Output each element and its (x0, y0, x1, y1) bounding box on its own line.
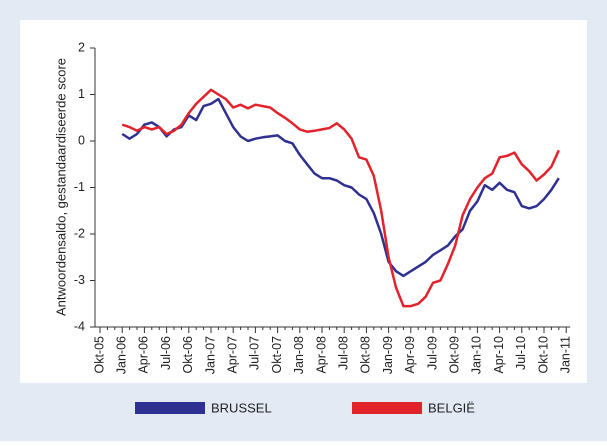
x-tick-label: Jan-11 (558, 336, 572, 373)
y-axis-title: Antwoordensaldo, gestandaardiseerde scor… (53, 58, 68, 316)
y-tick-label: -3 (74, 273, 85, 287)
x-tick-label: Jan-06 (114, 336, 128, 374)
y-tick-label: 2 (78, 40, 85, 54)
x-tick-label: Okt-05 (92, 336, 106, 374)
legend-swatch (135, 402, 205, 414)
x-tick-label: Apr-07 (225, 336, 239, 374)
x-tick-label: Jan-07 (203, 336, 217, 374)
x-tick-label: Apr-08 (314, 336, 328, 374)
x-tick-label: Okt-09 (447, 336, 461, 374)
x-tick-label: Okt-08 (359, 336, 373, 374)
x-tick-label: Jul-06 (159, 336, 173, 370)
x-tick-label: Jul-09 (425, 336, 439, 370)
y-tick-label: 0 (78, 133, 85, 147)
x-tick-label: Jan-08 (292, 336, 306, 374)
x-tick-label: Apr-06 (137, 336, 151, 374)
legend-label: BELGIË (428, 400, 475, 415)
y-tick-label: -1 (74, 180, 85, 194)
y-tick-label: -2 (74, 226, 85, 240)
x-tick-label: Jan-09 (381, 336, 395, 374)
legend-label: BRUSSEL (211, 400, 272, 415)
x-tick-label: Okt-06 (181, 336, 195, 374)
x-tick-label: Jul-07 (248, 336, 262, 370)
x-tick-label: Jul-10 (514, 336, 528, 370)
x-tick-label: Okt-07 (270, 336, 284, 374)
x-tick-label: Apr-09 (403, 336, 417, 374)
x-tick-label: Jul-08 (336, 336, 350, 370)
y-tick-label: 1 (78, 87, 85, 101)
x-tick-label: Jan-10 (470, 336, 484, 374)
x-tick-label: Apr-10 (492, 336, 506, 374)
y-tick-label: -4 (74, 319, 85, 333)
series-line (121, 97, 560, 278)
series-line (121, 88, 560, 308)
x-tick-label: Okt-10 (536, 336, 550, 374)
legend-swatch (352, 402, 422, 414)
plot-panel (20, 20, 587, 383)
